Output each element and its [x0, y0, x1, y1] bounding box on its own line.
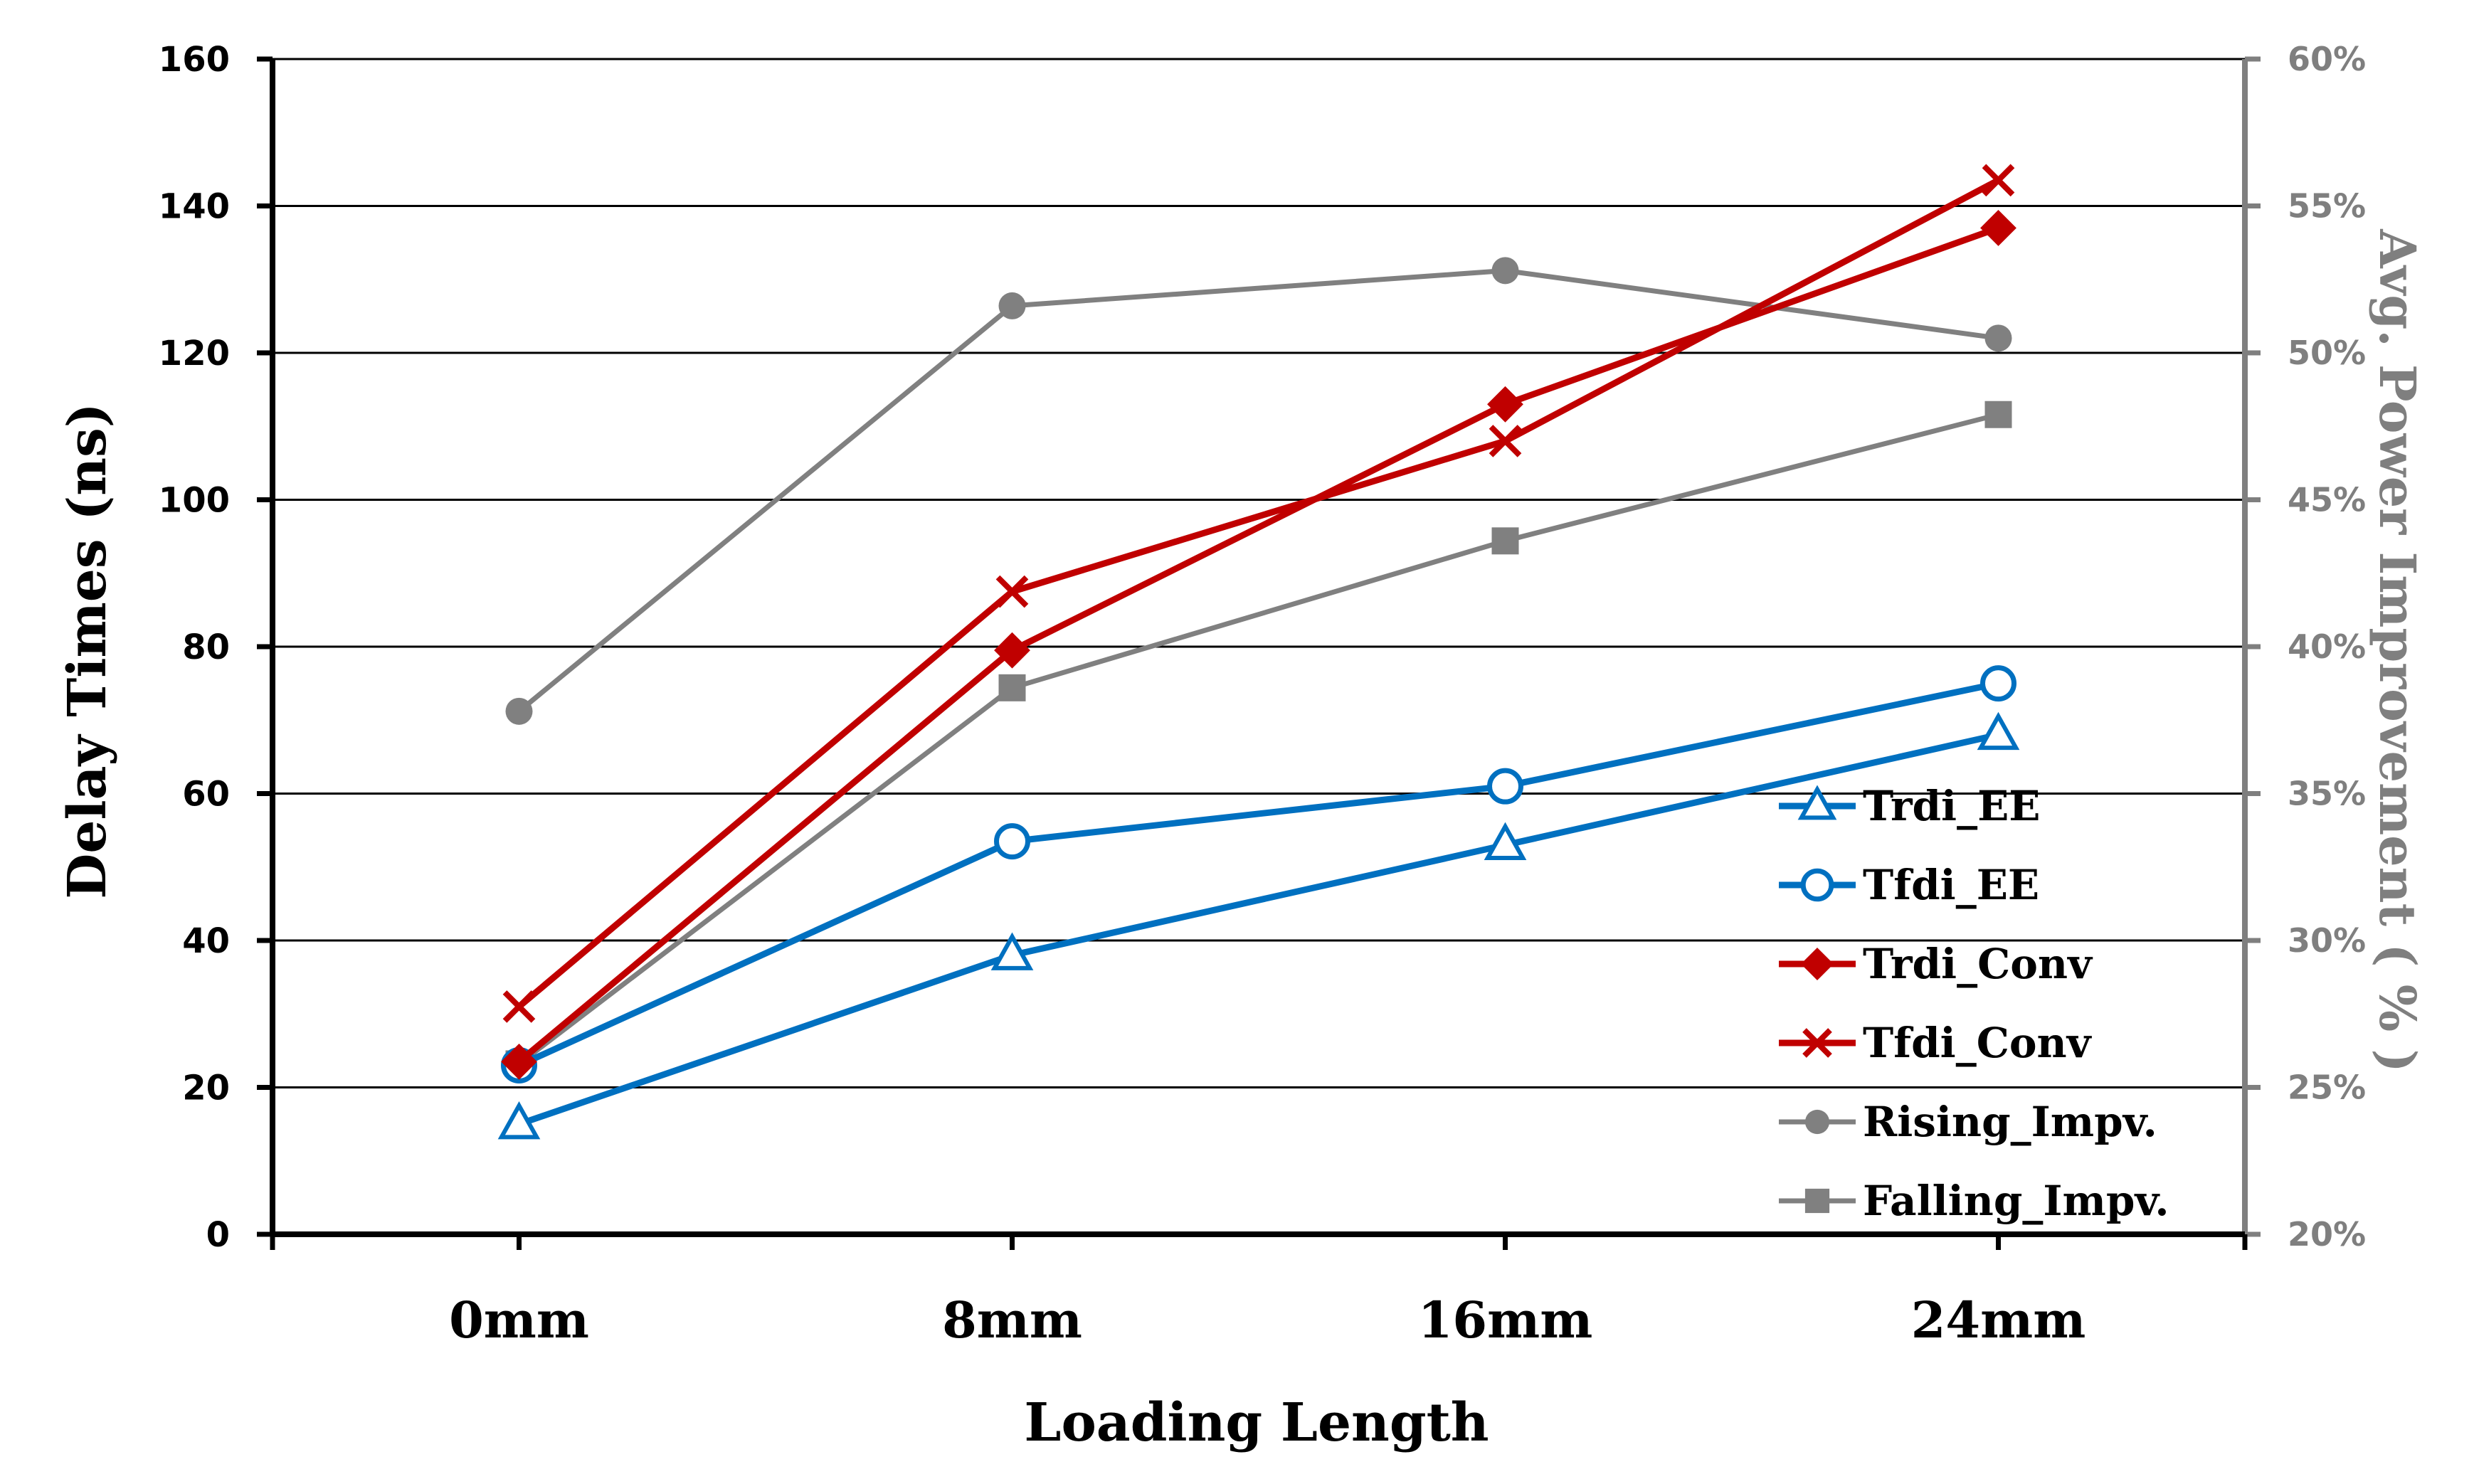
series-falling-impv — [505, 401, 2012, 1078]
left-tick-label: 120 — [159, 334, 230, 373]
left-tick-label: 140 — [159, 187, 230, 227]
marker-diamond — [501, 1043, 537, 1080]
legend-label: Rising_Impv. — [1863, 1098, 2157, 1146]
marker-triangle — [1797, 785, 1837, 820]
x-tick-label: 24mm — [1911, 1290, 2086, 1350]
legend-item: Trdi_Conv — [1779, 940, 2093, 988]
right-tick-label: 55% — [2288, 187, 2366, 226]
legend: Trdi_EE Tfdi_EE Trdi_Conv Tfdi_Conv Rising_I… — [1779, 782, 2169, 1225]
x-axis-ticks: 0mm 8mm 16mm 24mm — [270, 1234, 2248, 1350]
gridlines — [273, 58, 2245, 1088]
marker-x-stroke — [1802, 1028, 1832, 1058]
right-tick-label: 35% — [2288, 775, 2366, 813]
marker-circle-open — [1980, 665, 2016, 702]
right-axis-ticks: 20% 25% 30% 35% 40% 45% 50% 55% 60% — [2245, 40, 2366, 1254]
legend-item: Tfdi_EE — [1779, 861, 2039, 909]
series-rising-impv — [505, 257, 2012, 725]
x-tick-label: 0mm — [449, 1290, 589, 1350]
right-tick-label: 30% — [2288, 921, 2366, 960]
legend-item: Tfdi_Conv — [1779, 1019, 2093, 1067]
marker-triangle — [990, 932, 1034, 970]
series-tfdi-ee — [501, 665, 2016, 1084]
left-tick-label: 80 — [182, 627, 230, 667]
marker-triangle — [1484, 822, 1527, 860]
marker-diamond — [1980, 210, 2016, 246]
right-tick-label: 60% — [2288, 40, 2366, 78]
marker-square — [998, 674, 1026, 701]
marker-triangle — [497, 1101, 541, 1140]
series-group — [497, 164, 2020, 1140]
y2-axis-title: Avg. Power Improvement ( % ) — [2368, 228, 2427, 1073]
series-line — [517, 225, 2000, 1064]
marker-square — [1804, 1188, 1830, 1214]
series-tfdi-conv — [502, 164, 2015, 1023]
legend-label: Falling_Impv. — [1863, 1177, 2169, 1225]
series-line — [517, 177, 2000, 1009]
left-tick-label: 40 — [182, 921, 230, 961]
series-line — [517, 680, 1999, 1069]
marker-circle-open — [1800, 868, 1834, 902]
marker-x-stroke — [995, 575, 1029, 608]
legend-item: Trdi_EE — [1779, 782, 2041, 830]
left-axis-ticks: 0 20 40 60 80 100 120 140 160 — [159, 40, 273, 1255]
marker-circle-open — [994, 823, 1030, 860]
marker-circle — [1491, 257, 1519, 285]
right-tick-label: 45% — [2288, 481, 2366, 519]
legend-label: Trdi_Conv — [1863, 940, 2093, 988]
marker-triangle — [1977, 711, 2020, 751]
right-tick-label: 20% — [2288, 1215, 2366, 1254]
marker-circle — [998, 292, 1026, 319]
marker-circle — [505, 697, 533, 725]
marker-x-stroke — [1982, 164, 2015, 197]
y-axis-title: Delay Times (ns) — [57, 403, 118, 899]
legend-label: Trdi_EE — [1863, 782, 2041, 830]
left-tick-label: 60 — [182, 775, 230, 815]
left-tick-label: 20 — [182, 1069, 230, 1108]
series-line — [517, 267, 1999, 714]
series-trdi-ee — [497, 711, 2020, 1140]
legend-item: Rising_Impv. — [1779, 1098, 2157, 1146]
right-tick-label: 25% — [2288, 1069, 2366, 1107]
marker-circle — [1804, 1109, 1830, 1135]
left-tick-label: 100 — [159, 481, 230, 521]
legend-label: Tfdi_EE — [1863, 861, 2039, 909]
marker-diamond — [994, 632, 1030, 669]
left-tick-label: 0 — [206, 1215, 230, 1255]
series-line — [517, 412, 1999, 1066]
x-tick-label: 16mm — [1418, 1290, 1593, 1350]
marker-diamond — [1487, 386, 1523, 423]
legend-label: Tfdi_Conv — [1863, 1019, 2093, 1067]
legend-item: Falling_Impv. — [1779, 1177, 2169, 1225]
x-axis-title: Loading Length — [1024, 1392, 1489, 1453]
marker-x-stroke — [502, 990, 536, 1023]
series-line — [518, 731, 1999, 1128]
right-tick-label: 50% — [2288, 334, 2366, 372]
marker-circle — [1984, 324, 2012, 352]
x-tick-label: 8mm — [942, 1290, 1082, 1350]
marker-x-stroke — [1489, 425, 1522, 457]
left-tick-label: 160 — [159, 40, 230, 80]
marker-square — [1491, 527, 1519, 555]
marker-square — [1984, 401, 2012, 428]
series-trdi-conv — [501, 210, 2016, 1080]
marker-circle-open — [1487, 768, 1523, 805]
right-tick-label: 40% — [2288, 627, 2366, 666]
marker-diamond — [1800, 947, 1834, 981]
